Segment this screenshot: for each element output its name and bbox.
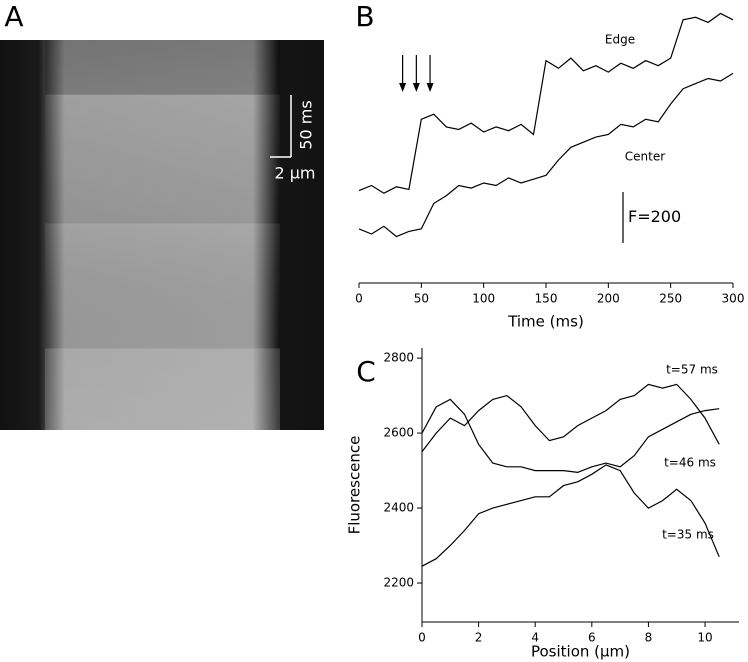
series-line [421, 383, 720, 453]
panel-label: B [355, 0, 374, 33]
x-tick-label: 6 [588, 631, 596, 645]
arrow-head [426, 83, 434, 92]
panel-a: A 50 ms 2 μm [0, 0, 324, 430]
series-label: t=46 ms [664, 456, 716, 470]
x-tick-label: 100 [472, 292, 495, 306]
y-axis-label: Fluorescence [346, 436, 364, 535]
x-axis-label: Time (ms) [507, 313, 584, 331]
scale-bar-label: F=200 [628, 207, 681, 226]
x-tick-label: 300 [722, 292, 745, 306]
series-label: t=57 ms [666, 363, 718, 377]
y-tick-label: 2800 [383, 351, 414, 365]
series-label: t=35 ms [662, 528, 714, 542]
series-line [358, 72, 734, 238]
panel-label: C [356, 355, 376, 388]
y-tick-label: 2200 [383, 576, 414, 590]
arrow-head [412, 83, 420, 92]
x-tick-label: 8 [645, 631, 653, 645]
y-tick-label: 2400 [383, 501, 414, 515]
panel-label: A [4, 0, 23, 33]
x-tick-label: 50 [414, 292, 429, 306]
x-tick-label: 250 [659, 292, 682, 306]
x-tick-label: 0 [355, 292, 363, 306]
x-tick-label: 200 [597, 292, 620, 306]
space-scale-label: 2 μm [274, 164, 315, 183]
x-tick-label: 4 [531, 631, 539, 645]
series-label: Edge [605, 33, 635, 47]
series-line [421, 464, 720, 567]
x-axis-label: Position (μm) [531, 643, 630, 661]
series-line [421, 398, 720, 474]
x-tick-label: 150 [535, 292, 558, 306]
series-line [358, 12, 734, 194]
series-label: Center [625, 150, 665, 164]
y-tick-label: 2600 [383, 426, 414, 440]
line-scan-bands [45, 40, 280, 430]
time-scale-label: 50 ms [297, 100, 316, 149]
arrow-head [399, 83, 407, 92]
x-tick-label: 0 [418, 631, 426, 645]
x-tick-label: 10 [697, 631, 712, 645]
x-tick-label: 2 [475, 631, 483, 645]
